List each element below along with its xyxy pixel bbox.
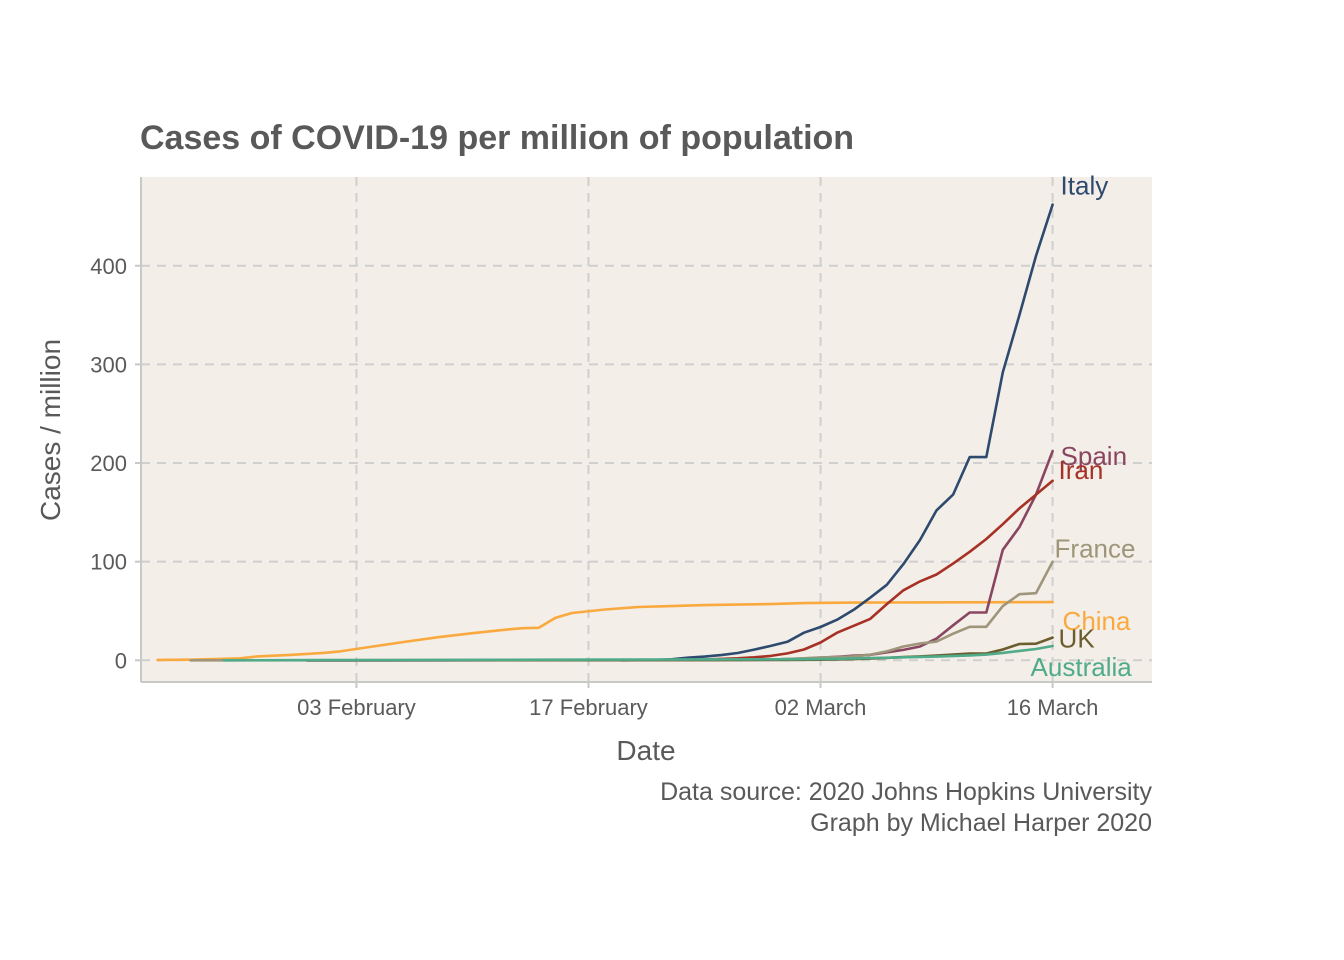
series-label-uk: UK: [1059, 624, 1096, 654]
plot-panel: [141, 177, 1152, 682]
axes: [140, 177, 1152, 683]
chart-title: Cases of COVID-19 per million of populat…: [140, 119, 854, 157]
series-label-australia: Australia: [1031, 652, 1133, 682]
series-group: [156, 203, 1054, 662]
series-line-australia: [222, 644, 1054, 662]
x-tick-label: 03 February: [297, 695, 416, 720]
series-label-france: France: [1055, 534, 1136, 564]
y-tick-label: 100: [90, 550, 127, 575]
y-tick-label: 400: [90, 254, 127, 279]
x-tick-label: 16 March: [1007, 695, 1099, 720]
series-label-china: China: [1063, 606, 1131, 636]
series-line-italy: [305, 203, 1054, 662]
y-tick-label: 300: [90, 352, 127, 377]
ticks: 0 100 200 300 400 03 February 17 February 02 Ma…: [90, 254, 1098, 720]
x-tick-label: 02 March: [775, 695, 867, 720]
series-line-iran: [620, 479, 1054, 662]
y-axis-title: Cases / million: [35, 339, 66, 521]
caption-source: Data source: 2020 Johns Hopkins Universi…: [660, 778, 1152, 806]
caption-author: Graph by Michael Harper 2020: [810, 809, 1152, 837]
series-label-spain: Spain: [1061, 441, 1128, 471]
x-tick-label: 17 February: [529, 695, 648, 720]
y-tick-label: 200: [90, 451, 127, 476]
series-line-china: [156, 600, 1054, 662]
series-label-italy: Italy: [1061, 171, 1109, 201]
x-axis-title: Date: [616, 735, 675, 766]
series-label-iran: Iran: [1059, 455, 1104, 485]
y-tick-label: 0: [115, 648, 127, 673]
